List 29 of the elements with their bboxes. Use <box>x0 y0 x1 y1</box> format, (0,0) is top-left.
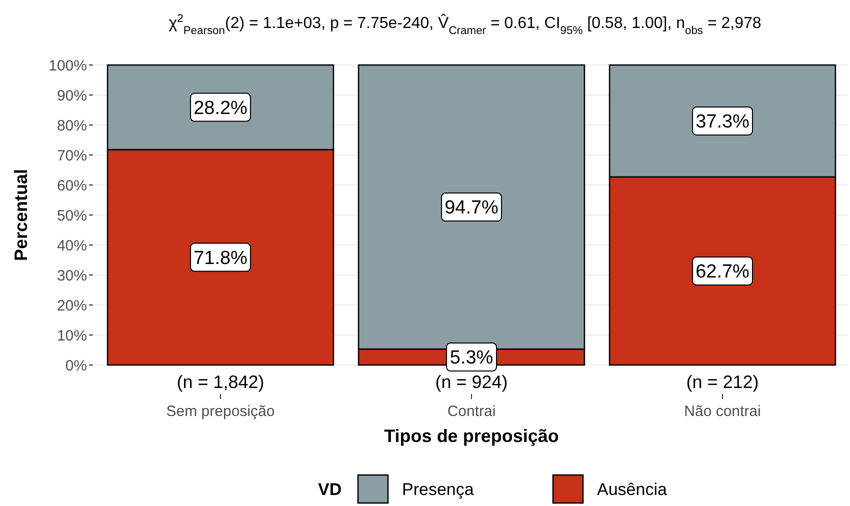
legend-label: Presença <box>402 480 474 499</box>
x-axis-title: Tipos de preposição <box>384 426 559 446</box>
annotation: (n = 1,842) <box>176 372 264 392</box>
annotation: (n = 212) <box>686 372 759 392</box>
y-tick-label: 0% <box>65 357 87 374</box>
data-label: 5.3% <box>450 348 494 369</box>
y-tick-label: 80% <box>56 117 87 134</box>
x-tick-label: Sem preposição <box>166 403 275 420</box>
y-tick-label: 30% <box>56 267 87 284</box>
x-tick-label: Contrai <box>447 403 496 420</box>
data-label: 28.2% <box>194 98 248 119</box>
annotation: (n = 924) <box>435 372 508 392</box>
y-tick-label: 10% <box>56 327 87 344</box>
chart-title: χ$^{2}$$_{Pearson}$(2) = 1.1e+03, p = 7.75e-240, V̂$_{Cramer}$ = 0.61, CI$_{95%}$ [0.58, 1.00], n$_{obs}$ = 2,978 <box>168 13 762 37</box>
data-label: 37.3% <box>696 112 750 133</box>
legend-label: Ausência <box>597 480 668 499</box>
data-label: 94.7% <box>444 198 499 219</box>
y-tick-label: 50% <box>56 207 87 224</box>
data-label: 71.8% <box>194 248 248 269</box>
y-tick-label: 20% <box>56 297 87 314</box>
legend-title: VD <box>318 480 342 499</box>
y-tick-label: 60% <box>56 177 87 194</box>
y-axis-title: Percentual <box>11 168 31 262</box>
y-tick-label: 70% <box>56 147 87 164</box>
y-tick-label: 100% <box>48 57 87 74</box>
y-tick-label: 90% <box>56 87 87 104</box>
data-label: 62.7% <box>696 262 750 283</box>
y-tick-label: 40% <box>56 237 87 254</box>
x-tick-label: Não contrai <box>684 403 761 420</box>
